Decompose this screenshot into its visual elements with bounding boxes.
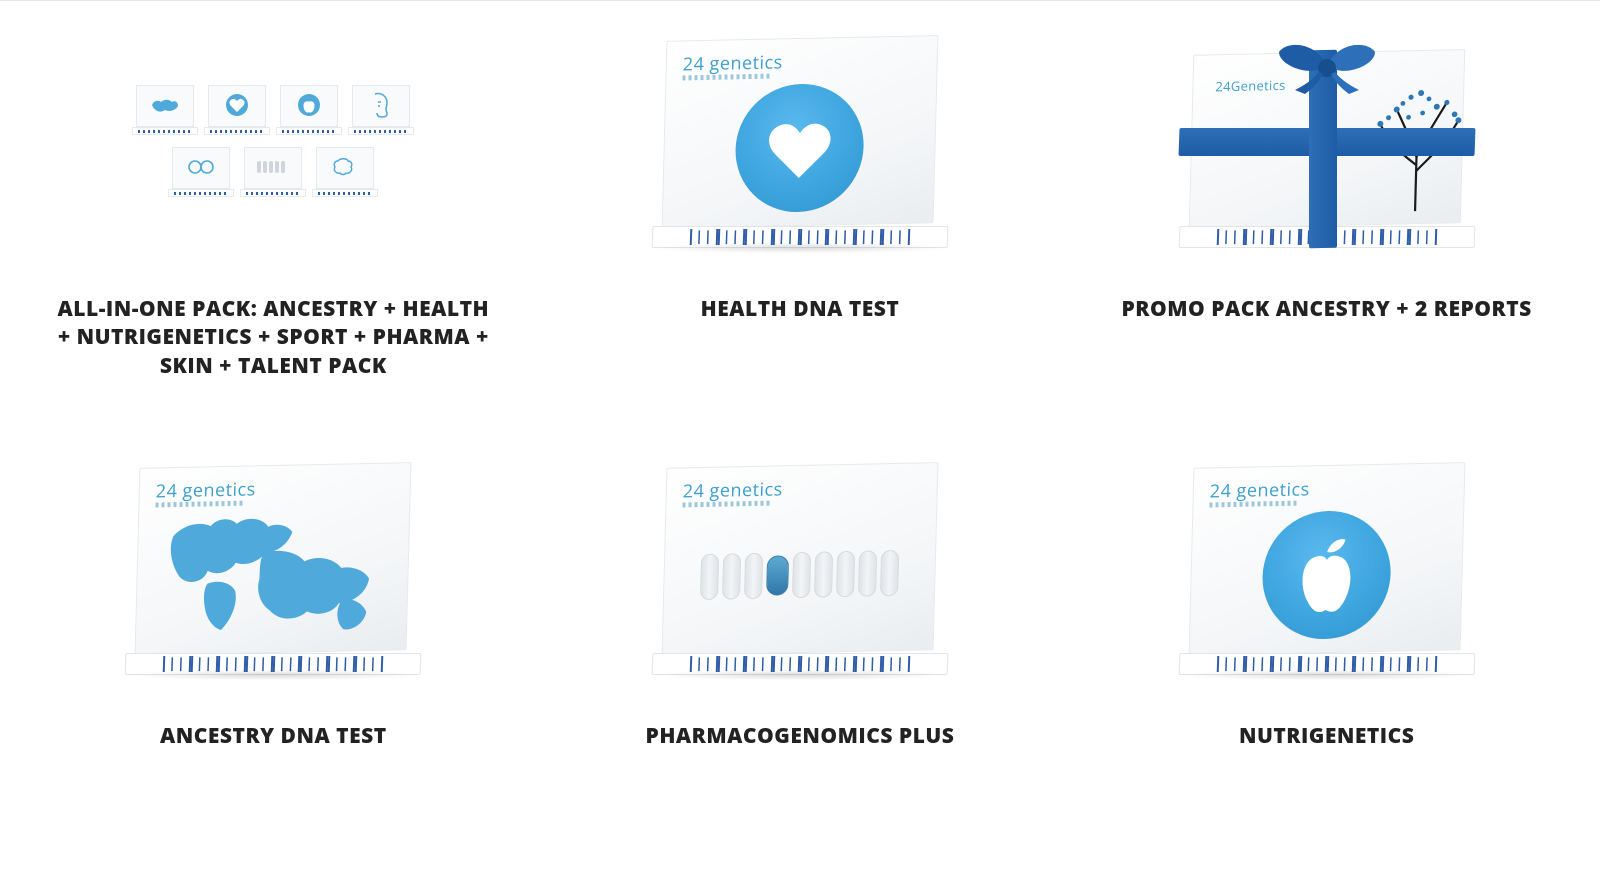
- apple-icon: [1261, 509, 1392, 640]
- apple-icon: [297, 94, 321, 119]
- product-box: 24 genetics: [123, 465, 423, 675]
- product-title: HEALTH DNA TEST: [701, 295, 900, 323]
- pill: [744, 552, 763, 598]
- ribbon-bow-icon: [1275, 36, 1379, 96]
- product-image: 24 genetics ||||||||||||||||: [1162, 440, 1492, 700]
- mini-box: [240, 147, 306, 201]
- product-card-promo[interactable]: 24Genetics ||||||||||||||||: [1093, 13, 1560, 380]
- gift-box-image: 24Genetics ||||||||||||||||: [1177, 38, 1477, 248]
- world-icon: [150, 95, 180, 118]
- mini-box: [276, 85, 342, 139]
- pill: [836, 550, 855, 596]
- world-map-icon: [156, 507, 389, 642]
- product-title: ALL-IN-ONE PACK: ANCESTRY + HEALTH + NUT…: [53, 295, 493, 380]
- product-image: 24Genetics ||||||||||||||||: [1162, 13, 1492, 273]
- brand-label: 24 genetics: [683, 477, 921, 500]
- brain-icon: [332, 157, 358, 180]
- pill: [880, 549, 899, 595]
- product-title: ANCESTRY DNA TEST: [160, 722, 387, 750]
- pills-icon: [256, 159, 290, 178]
- product-image: 24 genetics ||||||||||||||||: [635, 13, 965, 273]
- pill: [700, 553, 719, 599]
- pill: [722, 553, 741, 599]
- mini-box: [168, 147, 234, 201]
- face-icon: [371, 92, 391, 121]
- mini-box: [204, 85, 270, 139]
- pill: [792, 551, 811, 597]
- rings-icon: [187, 158, 215, 179]
- mini-box: [312, 147, 378, 201]
- brand-label: 24 genetics: [156, 477, 394, 500]
- product-grid: ALL-IN-ONE PACK: ANCESTRY + HEALTH + NUT…: [0, 0, 1600, 750]
- product-box: 24 genetics ||||||||||||||||: [650, 38, 950, 248]
- product-title: NUTRIGENETICS: [1239, 722, 1414, 750]
- product-card-all-in-one[interactable]: ALL-IN-ONE PACK: ANCESTRY + HEALTH + NUT…: [40, 13, 507, 380]
- pill: [814, 551, 833, 597]
- product-image: 24 genetics: [108, 440, 438, 700]
- brand-label: 24 genetics: [1209, 477, 1447, 500]
- product-title: PHARMACOGENOMICS PLUS: [646, 722, 955, 750]
- pill: [858, 550, 877, 596]
- product-card-ancestry[interactable]: 24 genetics: [40, 440, 507, 750]
- pill-highlight: [766, 555, 789, 595]
- product-image: [108, 13, 438, 273]
- product-card-health[interactable]: 24 genetics |||||||||||||||| HEALTH DNA …: [567, 13, 1034, 380]
- product-card-nutri[interactable]: 24 genetics ||||||||||||||||: [1093, 440, 1560, 750]
- pills-icon: [700, 549, 899, 599]
- product-image: 24 genetics ||||||||||||||||: [635, 440, 965, 700]
- heart-icon: [734, 82, 865, 213]
- multi-box-image: [123, 38, 423, 248]
- product-card-pharma[interactable]: 24 genetics |||||||||||||||| PHARMACOGEN…: [567, 440, 1034, 750]
- product-box: 24 genetics ||||||||||||||||: [650, 465, 950, 675]
- product-title: PROMO PACK ANCESTRY + 2 REPORTS: [1122, 295, 1532, 323]
- heart-icon: [225, 94, 249, 119]
- product-box: 24 genetics ||||||||||||||||: [1177, 465, 1477, 675]
- brand-label: 24 genetics: [683, 50, 921, 73]
- mini-box: [132, 85, 198, 139]
- mini-box: [348, 85, 414, 139]
